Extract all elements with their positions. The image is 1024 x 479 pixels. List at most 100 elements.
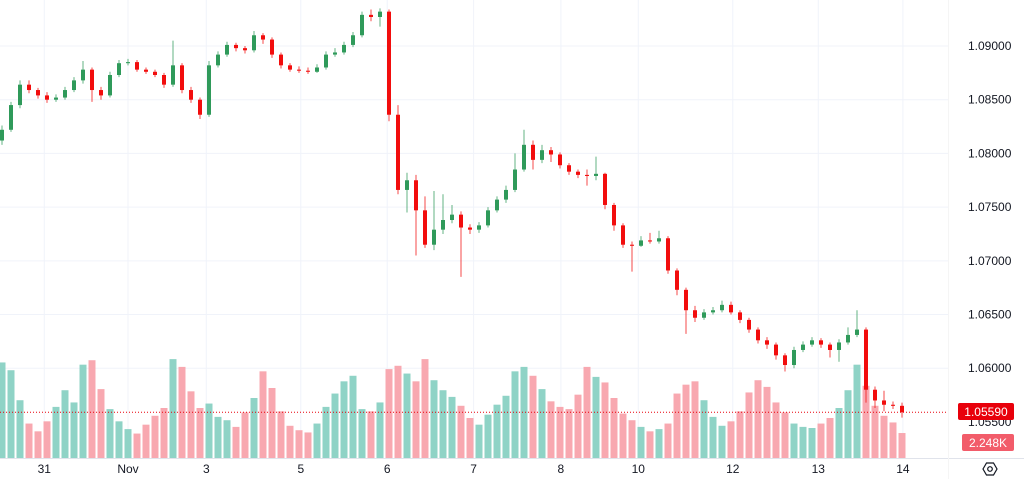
candle-body	[693, 310, 697, 318]
candle-body	[450, 214, 454, 221]
volume-bar	[448, 396, 456, 458]
volume-bar	[295, 430, 303, 458]
candle-body	[414, 180, 418, 211]
candle-body	[90, 69, 94, 91]
candle-body	[216, 54, 220, 66]
candle-body	[288, 65, 292, 70]
volume-bar	[97, 389, 105, 458]
volume-bar	[232, 426, 240, 458]
volume-bar	[709, 416, 717, 458]
candle-body	[558, 154, 562, 166]
volume-bar	[142, 424, 150, 458]
last-volume-label: 2.248K	[969, 436, 1007, 450]
volume-bar	[781, 412, 789, 458]
candle-body	[828, 344, 832, 350]
x-tick-label: 3	[203, 462, 210, 476]
candle-body	[297, 69, 301, 71]
candle-body	[198, 99, 202, 115]
volume-bar	[835, 408, 843, 458]
candle-body	[810, 340, 814, 345]
volume-bar	[70, 402, 78, 458]
volume-bar	[196, 408, 204, 458]
volume-bar	[844, 390, 852, 458]
y-tick-label: 1.08000	[968, 146, 1012, 160]
volume-bar	[457, 405, 465, 458]
candle-body	[270, 39, 274, 55]
candle-body	[792, 349, 796, 366]
candle-body	[189, 90, 193, 100]
volume-bar	[205, 403, 213, 458]
price-axis[interactable]: 1.09000 1.08500 1.08000 1.07500 1.07000 1.065…	[968, 39, 1012, 429]
volume-bar	[286, 425, 294, 458]
candle-body	[54, 97, 58, 100]
x-tick-label: 13	[812, 462, 826, 476]
volume-bar	[817, 423, 825, 458]
volume-bar	[718, 425, 726, 458]
volume-bar	[7, 370, 15, 458]
candle-body	[729, 304, 733, 313]
volume-bar	[79, 364, 87, 458]
candle-body	[405, 180, 409, 190]
volume-bar	[331, 393, 339, 458]
volume-bar	[538, 389, 546, 458]
volume-bar	[583, 366, 591, 458]
volume-bar	[169, 359, 177, 458]
volume-bar	[691, 381, 699, 458]
volume-bar	[547, 401, 555, 458]
volume-bar	[160, 408, 168, 458]
volume-bar	[34, 431, 42, 458]
price-tag: 1.05590	[958, 403, 1014, 420]
volume-bar	[241, 412, 249, 458]
candle-body	[387, 11, 391, 115]
volume-tag: 2.248K	[962, 434, 1014, 451]
volume-bar	[511, 371, 519, 458]
volume-bar	[736, 411, 744, 458]
candle-body	[261, 35, 265, 40]
candle-body	[747, 319, 751, 330]
candle-body	[540, 150, 544, 160]
volume-bar	[592, 376, 600, 458]
candle-body	[180, 65, 184, 91]
candle-body	[621, 225, 625, 245]
settings-icon[interactable]	[982, 462, 998, 476]
volume-bar	[115, 421, 123, 458]
volume-bar	[889, 422, 897, 458]
volume-bar	[52, 406, 60, 458]
volume-bar	[133, 433, 141, 458]
volume-bar	[0, 362, 6, 458]
time-axis[interactable]: 31 Nov 3 5 6 7 8 10 12 13 14	[38, 462, 910, 476]
candle-body	[477, 225, 481, 230]
candle-body	[279, 54, 283, 66]
candle-body	[711, 310, 715, 313]
candle-body	[225, 44, 229, 55]
x-tick-label: 5	[297, 462, 304, 476]
candle-body	[504, 189, 508, 200]
candle-body	[99, 90, 103, 96]
volume-bar	[754, 380, 762, 458]
grid-lines	[0, 0, 948, 458]
volume-bar	[673, 393, 681, 458]
candle-body	[612, 204, 616, 226]
candle-body	[432, 229, 436, 245]
candle-body	[873, 389, 877, 401]
volume-bar	[187, 391, 195, 458]
candle-body	[324, 54, 328, 68]
volume-bar	[466, 418, 474, 458]
candle-body	[378, 11, 382, 17]
volume-bar	[43, 421, 51, 458]
volume-bar	[88, 360, 96, 458]
candle-body	[486, 210, 490, 226]
candle-body	[9, 105, 13, 130]
volume-bar	[349, 375, 357, 458]
candle-body	[117, 63, 121, 76]
y-tick-label: 1.08500	[968, 93, 1012, 107]
candle-body	[738, 312, 742, 320]
volume-bar	[493, 404, 501, 458]
candle-body	[234, 44, 238, 49]
candle-body	[549, 150, 553, 155]
y-tick-label: 1.06000	[968, 361, 1012, 375]
candle-body	[756, 329, 760, 341]
volume-bar	[898, 433, 906, 458]
x-tick-label: 31	[38, 462, 52, 476]
